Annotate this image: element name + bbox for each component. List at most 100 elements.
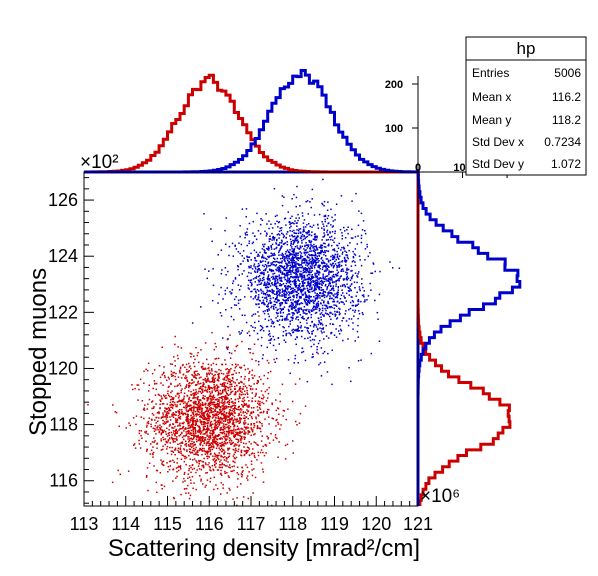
scatter-point-series-1 [228,487,230,490]
scatter-point-series-2 [302,222,305,224]
scatter-point-series-1 [211,373,213,375]
scatter-point-series-2 [298,299,300,301]
scatter-point-series-2 [296,311,298,314]
scatter-point-series-1 [224,390,226,392]
scatter-point-series-2 [333,307,335,310]
scatter-point-series-2 [323,225,325,228]
scatter-point-series-2 [276,309,278,311]
scatter-point-series-2 [336,253,339,256]
scatter-point-series-2 [303,274,306,277]
scatter-point-series-1 [246,392,248,394]
scatter-point-series-1 [202,396,204,399]
scatter-point-series-1 [185,445,188,447]
scatter-point-series-1 [214,453,216,456]
scatter-point-series-2 [292,295,294,297]
scatter-point-series-1 [218,458,220,461]
scatter-point-series-1 [257,400,259,402]
scatter-point-series-1 [183,473,186,475]
scatter-point-series-1 [192,434,194,437]
scatter-point-series-1 [209,436,211,438]
scatter-point-series-2 [240,243,243,246]
scatter-point-series-2 [340,294,343,296]
scatter-point-series-2 [347,268,350,271]
scatter-point-series-1 [185,405,187,407]
scatter-point-series-1 [199,430,202,432]
scatter-point-series-2 [334,263,337,265]
scatter-point-series-2 [331,216,333,219]
scatter-point-series-1 [182,399,184,401]
scatter-point-series-1 [164,443,166,446]
scatter-point-series-2 [339,308,341,310]
scatter-point-series-1 [238,434,241,437]
scatter-point-series-2 [377,318,379,320]
scatter-point-series-2 [299,257,302,260]
scatter-point-series-2 [306,296,308,299]
scatter-point-series-1 [228,434,230,436]
scatter-point-series-2 [296,256,298,259]
scatter-point-series-2 [303,267,306,270]
scatter-point-series-2 [284,260,286,262]
scatter-point-series-1 [191,382,194,384]
scatter-point-series-2 [291,292,294,294]
scatter-point-series-2 [309,336,311,338]
scatter-point-series-2 [305,264,307,266]
scatter-point-series-2 [318,287,320,290]
scatter-point-series-1 [230,429,233,432]
scatter-point-series-1 [209,425,212,427]
scatter-point-series-2 [291,276,294,279]
scatter-point-series-1 [167,420,169,422]
scatter-point-series-2 [306,262,309,264]
scatter-point-series-2 [354,340,356,342]
scatter-point-series-1 [198,383,200,385]
scatter-point-series-2 [286,314,289,316]
scatter-point-series-1 [147,403,149,405]
scatter-point-series-2 [261,325,263,328]
scatter-point-series-2 [294,266,297,268]
scatter-point-series-1 [209,394,211,396]
scatter-point-series-2 [311,245,313,247]
scatter-point-series-2 [314,284,317,286]
scatter-point-series-1 [185,428,187,430]
scatter-point-series-2 [321,202,323,205]
scatter-point-series-2 [307,278,309,281]
scatter-point-series-2 [293,295,295,298]
scatter-point-series-2 [354,272,357,274]
scatter-point-series-2 [298,217,300,219]
scatter-point-series-1 [162,403,165,405]
scatter-point-series-1 [271,403,273,406]
scatter-point-series-2 [255,277,257,279]
scatter-point-series-2 [366,246,368,248]
scatter-point-series-1 [218,422,221,424]
scatter-point-series-1 [212,416,214,418]
scatter-point-series-1 [153,406,155,408]
scatter-point-series-1 [224,389,227,391]
scatter-point-series-1 [212,430,214,433]
scatter-point-series-2 [301,288,303,291]
scatter-point-series-1 [181,432,183,434]
scatter-point-series-1 [225,443,227,445]
scatter-point-series-2 [304,254,307,256]
scatter-point-series-1 [146,424,148,427]
scatter-point-series-1 [258,415,260,417]
scatter-point-series-1 [255,392,257,395]
scatter-point-series-1 [206,429,209,432]
scatter-point-series-1 [187,390,190,392]
scatter-point-series-2 [326,287,328,289]
scatter-point-series-1 [256,382,258,384]
scatter-point-series-2 [233,304,236,306]
scatter-point-series-2 [308,291,310,293]
scatter-point-series-1 [150,449,153,452]
scatter-point-series-2 [271,320,274,323]
scatter-point-series-1 [246,405,248,407]
scatter-point-series-2 [294,276,296,278]
scatter-point-series-1 [151,412,154,415]
scatter-point-series-2 [312,308,314,310]
scatter-point-series-1 [190,404,192,406]
scatter-point-series-2 [332,220,335,222]
scatter-point-series-1 [213,401,216,403]
scatter-point-series-2 [232,282,234,285]
scatter-point-series-2 [316,302,318,304]
scatter-point-series-2 [312,306,315,309]
scatter-point-series-1 [209,467,211,469]
scatter-point-series-1 [284,444,287,447]
